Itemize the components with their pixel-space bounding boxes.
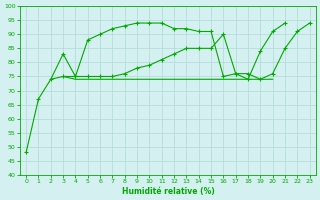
X-axis label: Humidité relative (%): Humidité relative (%) [122, 187, 214, 196]
